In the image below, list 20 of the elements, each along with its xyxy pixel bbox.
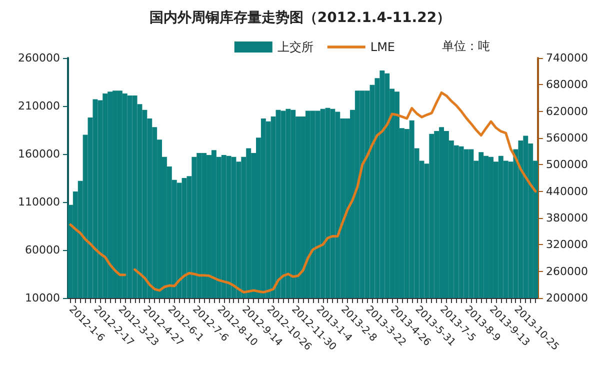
y-tick-label: 10000 (25, 292, 60, 304)
y2-tick-label: 680000 (546, 78, 588, 92)
y2-tick-label: 260000 (546, 264, 588, 278)
y2-tick-label: 380000 (546, 212, 588, 224)
y2-tick-label: 560000 (546, 132, 588, 144)
y-tick-label: 260000 (18, 52, 60, 64)
y2-tick-label: 200000 (546, 292, 588, 304)
y2-tick-label: 500000 (546, 158, 588, 172)
y2-tick-label: 740000 (546, 52, 588, 64)
text: 单位：吨 (442, 39, 490, 53)
y2-tick-label: 320000 (546, 238, 588, 252)
y2-tick-label: 440000 (546, 184, 588, 198)
y-tick-label: 160000 (18, 148, 60, 160)
y-tick-label: 60000 (25, 244, 60, 256)
y-tick-label: 210000 (18, 100, 60, 112)
legend-label: LME (370, 40, 396, 54)
chart-title: 国内外周铜库存量走势图（2012.1.4-11.22） (149, 9, 451, 26)
y-tick-label: 110000 (18, 196, 60, 208)
legend-label: 上交所 (277, 40, 314, 54)
y2-tick-label: 620000 (546, 104, 588, 118)
